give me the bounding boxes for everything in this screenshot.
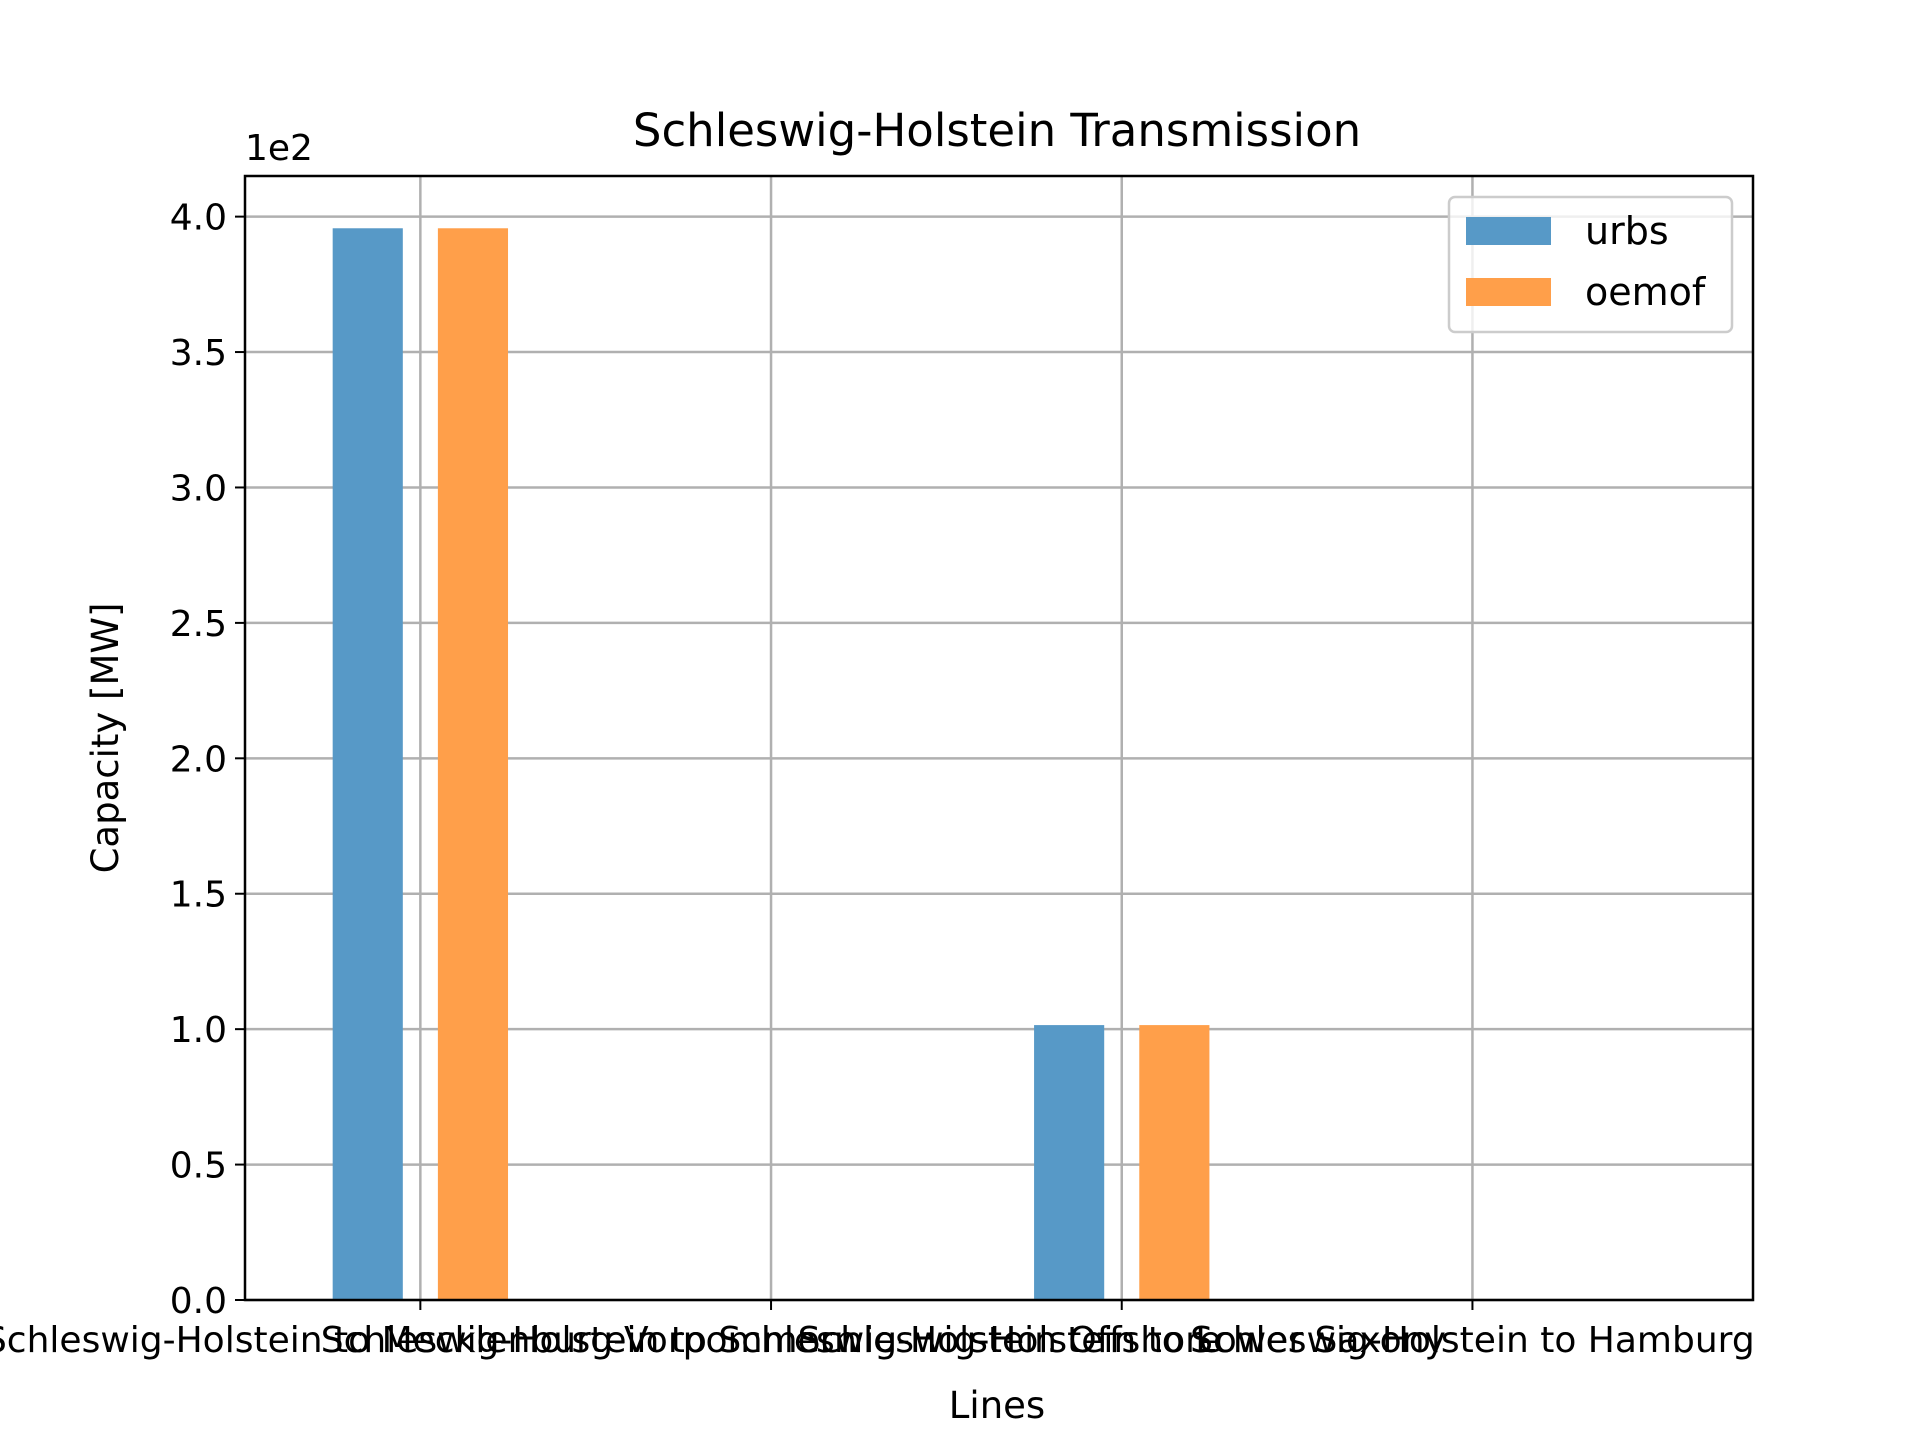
x-axis-label: Lines xyxy=(949,1384,1045,1427)
legend-swatch-urbs xyxy=(1466,217,1551,245)
x-tick-label: Schleswig-Holstein to Schleswig-Holstein… xyxy=(321,1320,1222,1361)
x-tick-label: Schleswig-Holstein to Hamburg xyxy=(1190,1320,1755,1361)
y-tick-label: 4.0 xyxy=(170,198,227,239)
y-axis-offset-label: 1e2 xyxy=(245,128,313,169)
y-tick-label: 3.0 xyxy=(170,468,227,509)
legend-swatch-oemof xyxy=(1466,278,1551,306)
y-tick-label: 2.0 xyxy=(170,739,227,780)
x-tick-label: Schleswig-Holstein to Mecklenburg-Vorpom… xyxy=(0,1320,857,1361)
legend-label-urbs: urbs xyxy=(1585,209,1669,253)
bar-urbs-2 xyxy=(1034,1025,1105,1300)
y-tick-label: 1.0 xyxy=(170,1010,227,1051)
y-tick-label: 3.5 xyxy=(170,333,227,374)
y-tick-label: 2.5 xyxy=(170,604,227,645)
bars xyxy=(332,228,1210,1301)
y-tick-label: 1.5 xyxy=(170,875,227,916)
y-tick-label: 0.5 xyxy=(170,1146,227,1187)
legend: urbs oemof xyxy=(1447,195,1734,334)
bar-oemof-0 xyxy=(437,228,509,1301)
bar-oemof-2 xyxy=(1139,1025,1210,1300)
x-tick-label: Schleswig-Holstein to Lower Saxony xyxy=(798,1320,1446,1361)
y-axis-label: Capacity [MW] xyxy=(84,603,127,874)
chart-title: Schleswig-Holstein Transmission xyxy=(633,104,1361,157)
plot-frame xyxy=(243,174,1755,1302)
bar-urbs-0 xyxy=(332,228,403,1301)
legend-label-oemof: oemof xyxy=(1585,270,1707,314)
y-tick-label: 0.0 xyxy=(170,1281,227,1322)
ticks: 0.0 0.5 1.0 1.5 2.0 2.5 3.0 3.5 4.0 Schleswig-Hol… xyxy=(0,198,1755,1361)
